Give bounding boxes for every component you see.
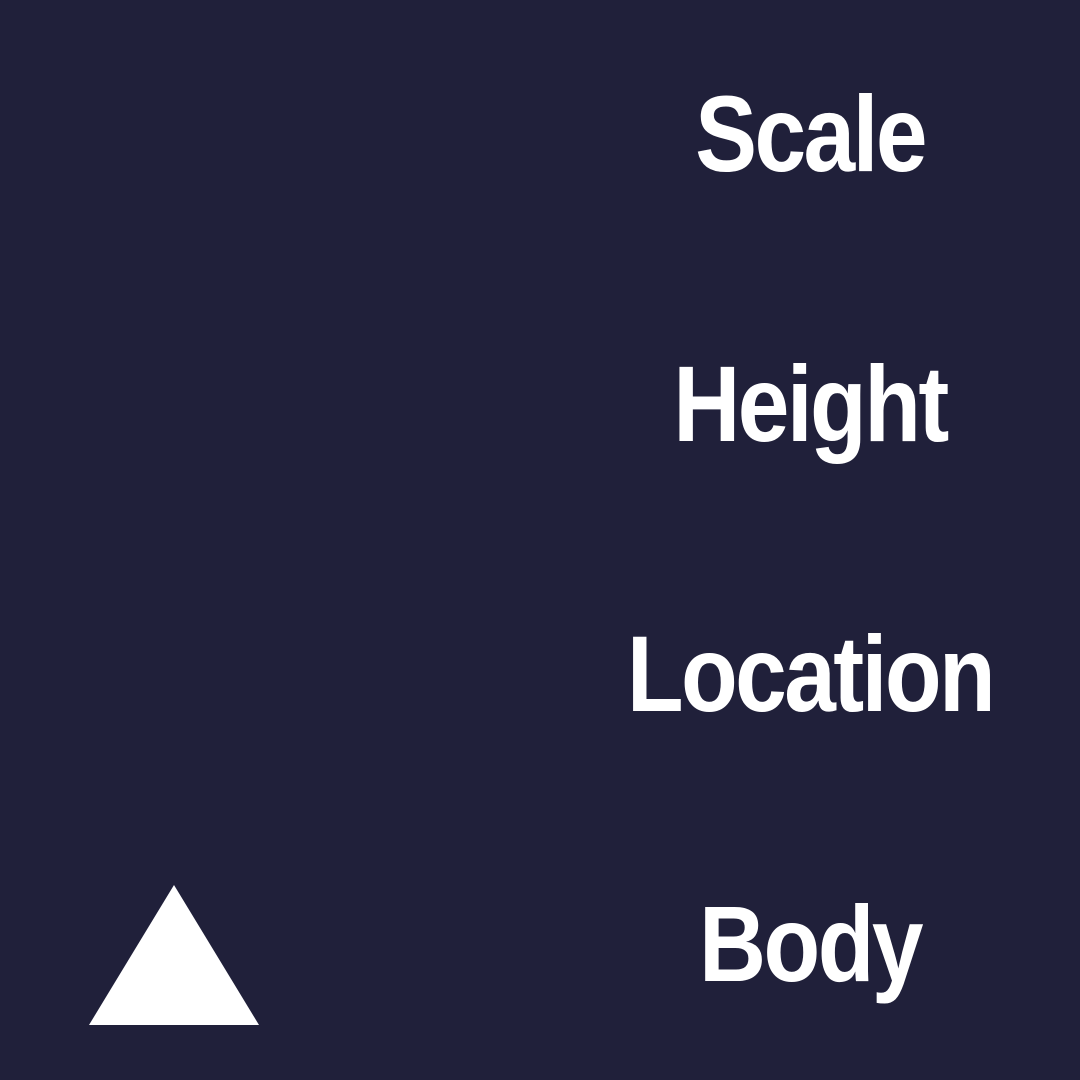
label-body: Body — [699, 883, 923, 1004]
label-location: Location — [626, 613, 996, 734]
triangle-up-icon — [89, 885, 259, 1025]
label-height: Height — [673, 343, 949, 464]
label-scale: Scale — [695, 73, 927, 194]
